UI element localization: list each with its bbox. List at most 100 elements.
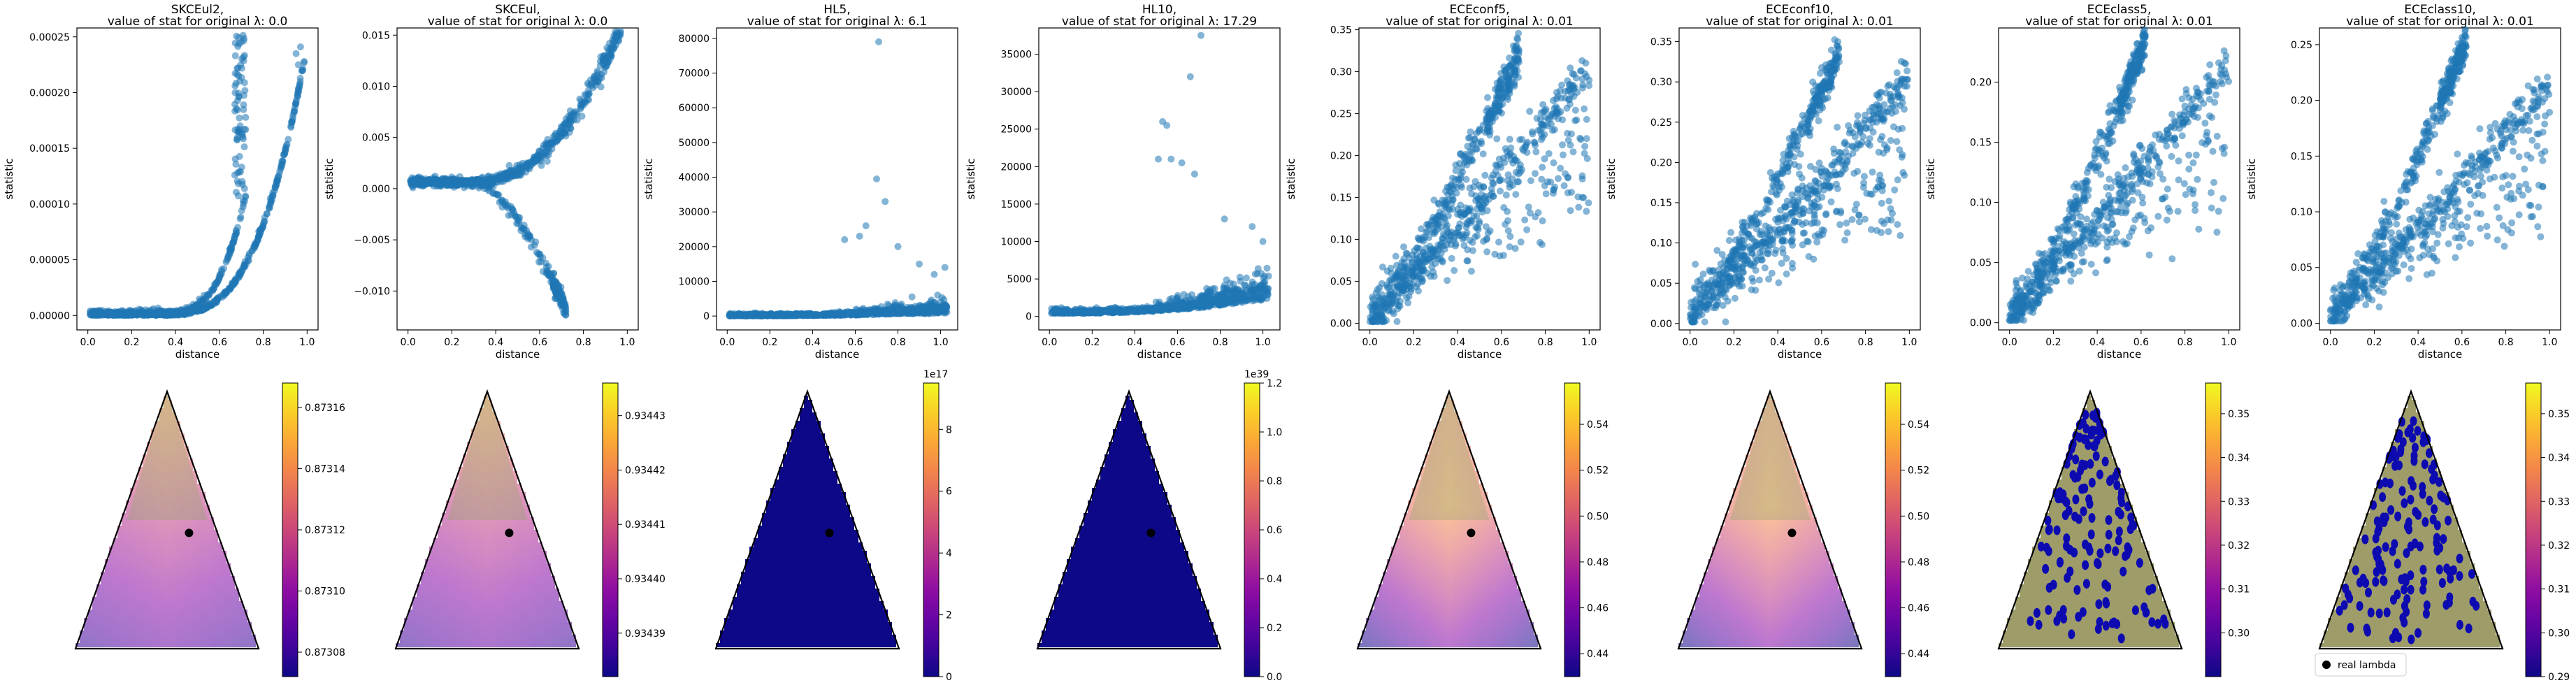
x-tick-label: 0.6	[212, 337, 227, 348]
scatter-point	[1404, 282, 1411, 289]
scatter-point	[1538, 240, 1546, 248]
y-tick-label: 0.20	[1330, 150, 1352, 161]
scatter-point	[1393, 318, 1401, 325]
scatter-point	[1542, 190, 1550, 198]
scatter-point	[1559, 116, 1567, 124]
scatter-point	[1537, 109, 1545, 117]
scatter-point	[281, 150, 289, 157]
scatter-point	[504, 204, 512, 212]
scatter-point	[862, 222, 870, 229]
scatter-point	[536, 250, 544, 258]
scatter-panel: SKCEul,value of stat for original λ: 0.0…	[323, 3, 639, 361]
scatter-point	[235, 40, 243, 48]
scatter-point	[1560, 182, 1568, 189]
scatter-point	[1527, 177, 1534, 185]
scatter-point	[1223, 285, 1231, 293]
scatter-point	[1487, 191, 1495, 199]
scatter-point	[1461, 159, 1468, 166]
scatter-point	[1078, 310, 1086, 317]
x-axis-label: distance	[1458, 348, 1502, 361]
scatter-row: SKCEul2,value of stat for original λ: 0.…	[3, 3, 2561, 361]
scatter-point	[1399, 264, 1407, 272]
scatter-point	[1053, 308, 1060, 315]
scatter-point	[1557, 164, 1564, 172]
scatter-point	[227, 245, 235, 253]
scatter-point	[1477, 203, 1485, 211]
scatter-points	[1366, 29, 1593, 325]
scatter-point	[1155, 155, 1162, 163]
y-tick-label: 30000	[678, 207, 710, 218]
scatter-point	[1557, 94, 1565, 102]
scatter-point	[232, 160, 240, 168]
scatter-point	[527, 243, 535, 251]
scatter-point	[905, 305, 912, 313]
y-tick-label: 0.30	[1330, 66, 1352, 78]
x-tick-label: 0.6	[1494, 337, 1509, 348]
scatter-point	[1502, 192, 1510, 199]
scatter-point	[1467, 268, 1475, 275]
scatter-point	[1512, 168, 1520, 176]
scatter-point	[132, 307, 140, 315]
scatter-point	[579, 100, 587, 108]
scatter-point	[1497, 164, 1505, 171]
scatter-point	[1564, 189, 1571, 196]
scatter-point	[1529, 130, 1537, 138]
scatter-point	[245, 252, 253, 259]
scatter-point	[854, 309, 862, 316]
y-tick-label: −0.010	[354, 286, 390, 297]
scatter-point	[1532, 148, 1540, 156]
scatter-point	[1550, 159, 1557, 166]
scatter-point	[1259, 238, 1267, 245]
scatter-point	[1497, 75, 1505, 83]
scatter-point	[1180, 291, 1188, 298]
x-tick-label: 0.2	[444, 337, 459, 348]
scatter-point	[875, 38, 882, 45]
scatter-point	[1476, 184, 1484, 192]
scatter-point	[242, 194, 250, 201]
scatter-point	[292, 50, 300, 57]
y-tick-label: 0.25	[1330, 108, 1352, 120]
scatter-point	[231, 52, 239, 59]
scatter-point	[1256, 282, 1264, 289]
scatter-point	[1581, 105, 1588, 113]
scatter-point	[1458, 212, 1466, 220]
scatter-point	[1513, 47, 1521, 55]
scatter-point	[1561, 87, 1569, 95]
x-tick-label: 1.0	[619, 337, 635, 348]
scatter-point	[1495, 103, 1503, 110]
scatter-point	[894, 243, 902, 250]
scatter-point	[1567, 141, 1574, 149]
axes-frame	[76, 27, 319, 331]
scatter-point	[1251, 271, 1259, 277]
scatter-point	[486, 178, 494, 186]
scatter-point	[1583, 73, 1590, 80]
x-tick-label: 0.8	[255, 337, 271, 348]
scatter-point	[610, 43, 618, 51]
scatter-point	[1497, 187, 1504, 195]
scatter-panel: ECEconf5,value of stat for original λ: 0…	[1285, 3, 1601, 361]
scatter-point	[201, 295, 208, 303]
x-tick-label: 0.8	[1537, 337, 1553, 348]
scatter-point	[254, 233, 262, 240]
scatter-point	[1489, 171, 1497, 179]
scatter-point	[930, 271, 938, 278]
scatter-point	[1526, 108, 1534, 115]
y-tick-label: 30000	[1000, 87, 1032, 98]
scatter-point	[916, 260, 923, 268]
scatter-point	[1472, 178, 1479, 185]
scatter-point	[1163, 122, 1171, 129]
x-tick-label: 0.4	[1450, 337, 1465, 348]
x-tick-label: 0.4	[168, 337, 183, 348]
scatter-point	[1178, 159, 1186, 166]
scatter-point	[1372, 289, 1380, 297]
x-tick-label: 0.6	[847, 337, 863, 348]
scatter-point	[240, 261, 248, 268]
scatter-point	[1485, 128, 1492, 136]
scatter-point	[210, 285, 217, 293]
scatter-point	[1725, 237, 1733, 244]
scatter-point	[1842, 148, 1850, 156]
scatter-point	[231, 276, 239, 284]
scatter-point	[1378, 280, 1386, 287]
scatter-point	[240, 185, 248, 192]
x-tick-label: 0.4	[488, 337, 503, 348]
